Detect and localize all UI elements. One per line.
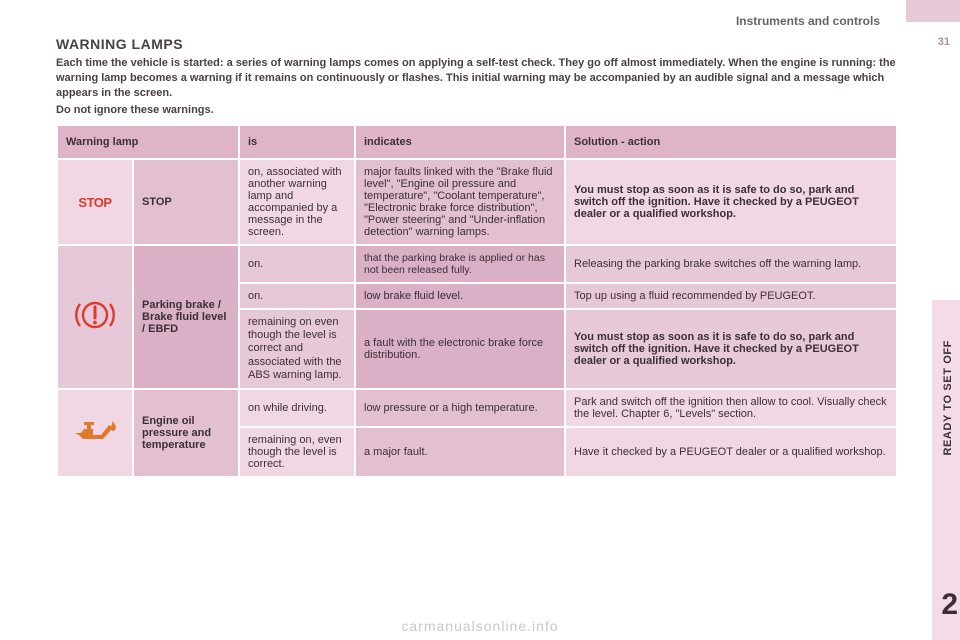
lamp-solution: Top up using a fluid recommended by PEUG… [565,283,897,309]
manual-page: Instruments and controls WARNING LAMPS 3… [0,0,960,640]
lamp-name: Parking brake / Brake fluid level / EBFD [133,245,239,389]
chapter-side-label: READY TO SET OFF [942,340,954,456]
page-title: WARNING LAMPS [56,36,183,52]
table-row: STOP STOP on, associated with another wa… [57,159,897,245]
lamp-is: on, associated with another warning lamp… [239,159,355,245]
lamp-name: Engine oil pressure and temperature [133,389,239,477]
footer-watermark: carmanualsonline.info [0,618,960,634]
corner-accent [906,0,960,22]
lamp-is: remaining on even though the level is co… [239,309,355,389]
lamp-indicates: major faults linked with the "Brake flui… [355,159,565,245]
lamp-solution: Releasing the parking brake switches off… [565,245,897,283]
lamp-indicates: a fault with the electronic brake force … [355,309,565,389]
col-solution: Solution - action [565,125,897,159]
lamp-is: on. [239,245,355,283]
lamp-solution: Have it checked by a PEUGEOT dealer or a… [565,427,897,477]
page-number: 31 [938,36,950,48]
brake-icon-cell [57,245,133,389]
section-header: Instruments and controls [736,14,880,28]
lamp-solution: You must stop as soon as it is safe to d… [565,309,897,389]
lamp-is: remaining on, even though the level is c… [239,427,355,477]
lamp-solution: You must stop as soon as it is safe to d… [565,159,897,245]
col-is: is [239,125,355,159]
engine-oil-icon [71,417,119,445]
brake-warning-icon [73,296,117,334]
col-indicates: indicates [355,125,565,159]
intro-line-1: Each time the vehicle is started: a seri… [56,56,896,101]
lamp-name: STOP [133,159,239,245]
solution-text: You must stop as soon as it is safe to d… [574,184,859,220]
lamp-indicates: low pressure or a high temperature. [355,389,565,427]
lamp-indicates: a major fault. [355,427,565,477]
table-row: Parking brake / Brake fluid level / EBFD… [57,245,897,283]
col-warning-lamp: Warning lamp [57,125,239,159]
oil-icon-cell [57,389,133,477]
lamp-indicates: that the parking brake is applied or has… [355,245,565,283]
lamp-is: on while driving. [239,389,355,427]
stop-icon: STOP [78,195,111,210]
table-header-row: Warning lamp is indicates Solution - act… [57,125,897,159]
table-row: Engine oil pressure and temperature on w… [57,389,897,427]
intro-text: Each time the vehicle is started: a seri… [56,56,896,119]
stop-icon-cell: STOP [57,159,133,245]
lamp-solution: Park and switch off the ignition then al… [565,389,897,427]
solution-text: You must stop as soon as it is safe to d… [574,331,859,367]
lamp-is: on. [239,283,355,309]
intro-line-2: Do not ignore these warnings. [56,103,896,118]
warning-lamps-table: Warning lamp is indicates Solution - act… [56,124,898,478]
chapter-number: 2 [941,588,958,622]
lamp-indicates: low brake fluid level. [355,283,565,309]
